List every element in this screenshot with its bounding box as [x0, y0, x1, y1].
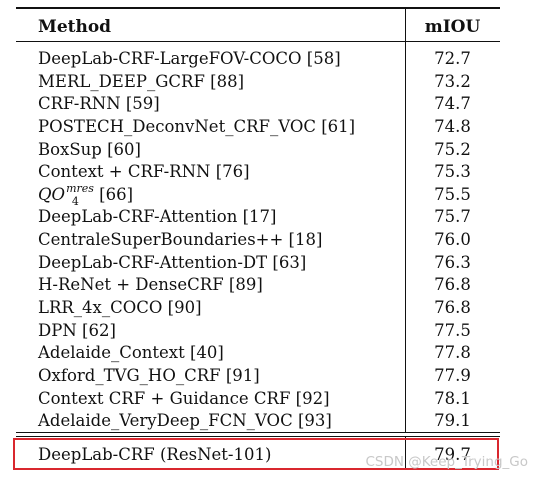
table-row: MERL_DEEP_GCRF [88] 73.2 — [0, 71, 542, 94]
table-row: Context CRF + Guidance CRF [92] 78.1 — [0, 388, 542, 411]
method-cell: H-ReNet + DenseCRF [89] — [38, 275, 263, 295]
table-body: DeepLab-CRF-LargeFOV-COCO [58] 72.7 MERL… — [0, 48, 542, 433]
miou-cell: 77.9 — [434, 365, 471, 385]
method-cell: Adelaide_Context [40] — [38, 343, 224, 363]
method-math-superscript: mres — [66, 181, 94, 195]
miou-cell: 78.1 — [434, 388, 471, 408]
method-cell: LRR_4x_COCO [90] — [38, 298, 202, 318]
table-row: Adelaide_VeryDeep_FCN_VOC [93] 79.1 — [0, 410, 542, 433]
method-column-header: Method — [38, 17, 112, 37]
method-cell: POSTECH_DeconvNet_CRF_VOC [61] — [38, 116, 356, 136]
table-row: DPN [62] 77.5 — [0, 320, 542, 343]
column-divider — [405, 42, 406, 432]
highlight-box — [13, 438, 499, 470]
miou-cell: 75.3 — [434, 162, 471, 182]
table-row: CentraleSuperBoundaries++ [18] 76.0 — [0, 229, 542, 252]
miou-cell: 76.8 — [434, 275, 471, 295]
method-cell: CRF-RNN [59] — [38, 94, 160, 114]
miou-cell: 76.0 — [434, 230, 471, 250]
header-rule — [16, 41, 500, 42]
table-row: QOmres4 [66] 75.5 — [0, 181, 542, 208]
method-cell: BoxSup [60] — [38, 139, 141, 159]
method-cell: DeepLab-CRF (ResNet-101) — [38, 445, 272, 464]
watermark: CSDN @Keep_Trying_Go — [365, 454, 528, 470]
table-row: Context + CRF-RNN [76] 75.3 — [0, 161, 542, 184]
miou-column-header: mIOU — [424, 17, 481, 37]
miou-cell: 77.5 — [434, 320, 471, 340]
miou-cell: 74.7 — [434, 94, 471, 114]
table-row: DeepLab-CRF-Attention [17] 75.7 — [0, 206, 542, 229]
table-row: DeepLab-CRF-LargeFOV-COCO [58] 72.7 — [0, 48, 542, 71]
table-header: Method mIOU — [0, 9, 542, 41]
table-row: LRR_4x_COCO [90] 76.8 — [0, 297, 542, 320]
column-divider — [405, 9, 406, 41]
table-row: H-ReNet + DenseCRF [89] 76.8 — [0, 274, 542, 297]
table-row: CRF-RNN [59] 74.7 — [0, 93, 542, 116]
miou-cell: 75.5 — [434, 184, 471, 204]
method-cell: QOmres4 [66] — [38, 181, 134, 208]
table-row: Adelaide_Context [40] 77.8 — [0, 342, 542, 365]
method-cell: Context + CRF-RNN [76] — [38, 162, 250, 182]
miou-cell: 79.1 — [434, 411, 471, 431]
method-cell: DeepLab-CRF-LargeFOV-COCO [58] — [38, 49, 341, 68]
method-cell: Context CRF + Guidance CRF [92] — [38, 388, 330, 408]
method-cell: Adelaide_VeryDeep_FCN_VOC [93] — [38, 411, 332, 431]
table-row: POSTECH_DeconvNet_CRF_VOC [61] 74.8 — [0, 116, 542, 139]
highlighted-table-row: DeepLab-CRF (ResNet-101) 79.7 — [0, 437, 542, 469]
miou-cell: 72.7 — [434, 49, 471, 68]
table-top-rule — [16, 7, 500, 9]
method-cell: Oxford_TVG_HO_CRF [91] — [38, 365, 260, 385]
body-bottom-rule — [16, 432, 500, 433]
miou-cell: 76.8 — [434, 298, 471, 318]
method-cell: CentraleSuperBoundaries++ [18] — [38, 230, 323, 250]
miou-cell: 76.3 — [434, 252, 471, 272]
miou-cell: 74.8 — [434, 116, 471, 136]
table-row: BoxSup [60] 75.2 — [0, 139, 542, 162]
column-divider — [405, 437, 406, 469]
table-row: DeepLab-CRF-Attention-DT [63] 76.3 — [0, 252, 542, 275]
miou-cell: 79.7 — [434, 445, 471, 464]
table-row: Oxford_TVG_HO_CRF [91] 77.9 — [0, 365, 542, 388]
method-math-base: QO — [38, 184, 66, 204]
method-cell: DPN [62] — [38, 320, 116, 340]
method-cell: MERL_DEEP_GCRF [88] — [38, 71, 245, 91]
method-cell: DeepLab-CRF-Attention-DT [63] — [38, 252, 307, 272]
miou-cell: 75.7 — [434, 207, 471, 227]
miou-cell: 73.2 — [434, 71, 471, 91]
body-bottom-rule-double — [16, 436, 500, 437]
method-cell: DeepLab-CRF-Attention [17] — [38, 207, 277, 227]
method-math-subscript: 4 — [71, 194, 79, 208]
miou-cell: 77.8 — [434, 343, 471, 363]
miou-cell: 75.2 — [434, 139, 471, 159]
method-reference: [66] — [93, 184, 134, 204]
